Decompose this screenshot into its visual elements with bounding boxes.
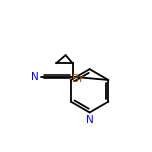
Text: N: N — [31, 72, 39, 82]
Text: Br: Br — [72, 74, 84, 84]
Text: N: N — [86, 115, 93, 124]
